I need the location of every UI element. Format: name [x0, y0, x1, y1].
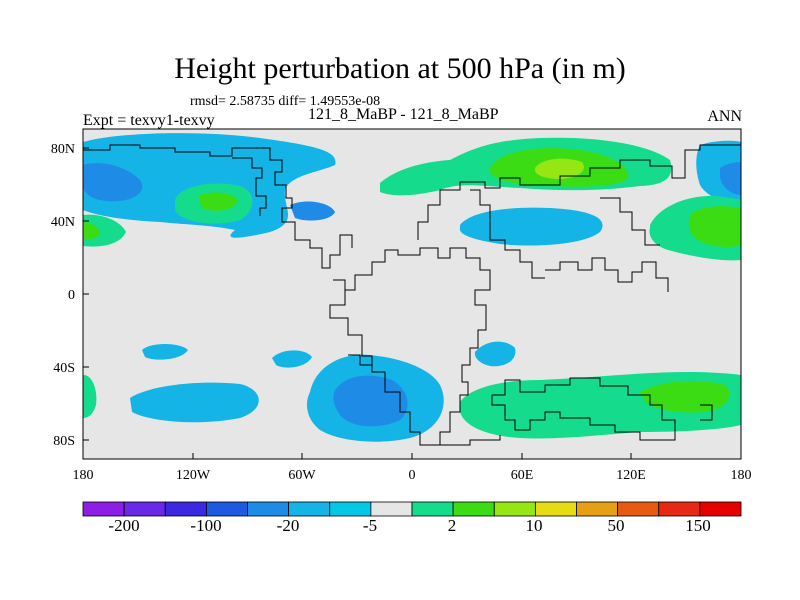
colorbar-label: -200 [108, 516, 139, 535]
colorbar-swatch [123, 501, 166, 517]
colorbar-swatch [82, 501, 125, 517]
colorbar-label: 10 [526, 516, 543, 535]
x-tick-label: 180 [731, 468, 752, 483]
contour-region [688, 206, 741, 247]
coastline [232, 157, 267, 216]
colorbar [82, 501, 742, 517]
colorbar-swatch [164, 501, 207, 517]
contour-region [474, 341, 516, 367]
contour-region [83, 222, 100, 240]
colorbar-label: 150 [685, 516, 711, 535]
colorbar-swatch [493, 501, 536, 517]
y-tick-label: 80S [53, 434, 75, 449]
contour-region [459, 207, 603, 246]
contour-region [142, 344, 188, 360]
colorbar-label: -20 [277, 516, 300, 535]
y-tick-label: 40N [51, 215, 75, 230]
x-tick-label: 120W [176, 468, 211, 483]
coastline [470, 189, 545, 279]
contour-region [83, 374, 97, 418]
colorbar-swatch [658, 501, 701, 517]
colorbar-swatch [329, 501, 372, 517]
coastline [329, 247, 491, 446]
colorbar-swatch [576, 501, 619, 517]
contour-region [272, 350, 312, 368]
contour-region [535, 158, 584, 179]
colorbar-label: 50 [608, 516, 625, 535]
map-title: Height perturbation at 500 hPa (in m) [174, 52, 626, 85]
contour-region [290, 201, 335, 221]
axis-ticks [82, 147, 742, 459]
season-label: ANN [707, 108, 742, 125]
colorbar-swatch [411, 501, 454, 517]
experiment-label: Expt = texvy1-texvy [83, 112, 215, 129]
coastline [417, 144, 741, 240]
coastline [491, 377, 676, 441]
colorbar-swatch [617, 501, 660, 517]
x-tick-label: 60E [511, 468, 534, 483]
colorbar-labels: -200 -100 -20 -5 2 10 50 150 [108, 516, 710, 535]
colorbar-swatch [205, 501, 248, 517]
colorbar-swatch [452, 501, 495, 517]
y-tick-label: 40S [53, 361, 75, 376]
coastline [600, 197, 660, 246]
coastlines [83, 144, 741, 446]
colorbar-label: 2 [448, 516, 457, 535]
contour-region [83, 214, 126, 247]
colorbar-label: -100 [190, 516, 221, 535]
x-tick-label: 180 [73, 468, 94, 483]
coastline [83, 144, 353, 269]
colorbar-swatch [534, 501, 577, 517]
coastline [545, 257, 669, 292]
contour-fills [83, 133, 741, 442]
contour-region [720, 162, 741, 195]
colorbar-swatch [288, 501, 331, 517]
coastline [700, 404, 713, 421]
contour-region [198, 192, 238, 211]
x-tick-label: 60W [288, 468, 316, 483]
coastline [348, 354, 372, 366]
y-tick-label: 80N [51, 142, 75, 157]
colorbar-label: -5 [363, 516, 377, 535]
coastline [420, 435, 501, 446]
colorbar-swatch [699, 501, 742, 517]
contour-region [333, 375, 408, 427]
colorbar-swatch [370, 501, 413, 517]
y-tick-label: 0 [68, 288, 75, 303]
x-tick-label: 120E [616, 468, 646, 483]
case-label: 121_8_MaBP - 121_8_MaBP [308, 106, 499, 123]
contour-region [83, 163, 143, 202]
x-axis: 180 120W 60W 0 60E 120E 180 [73, 468, 752, 483]
y-axis: 80N 40N 0 40S 80S [51, 142, 75, 449]
stats-text: rmsd= 2.58735 diff= 1.49553e-08 [190, 94, 381, 109]
colorbar-swatch [247, 501, 290, 517]
x-tick-label: 0 [409, 468, 416, 483]
contour-region [130, 382, 259, 423]
